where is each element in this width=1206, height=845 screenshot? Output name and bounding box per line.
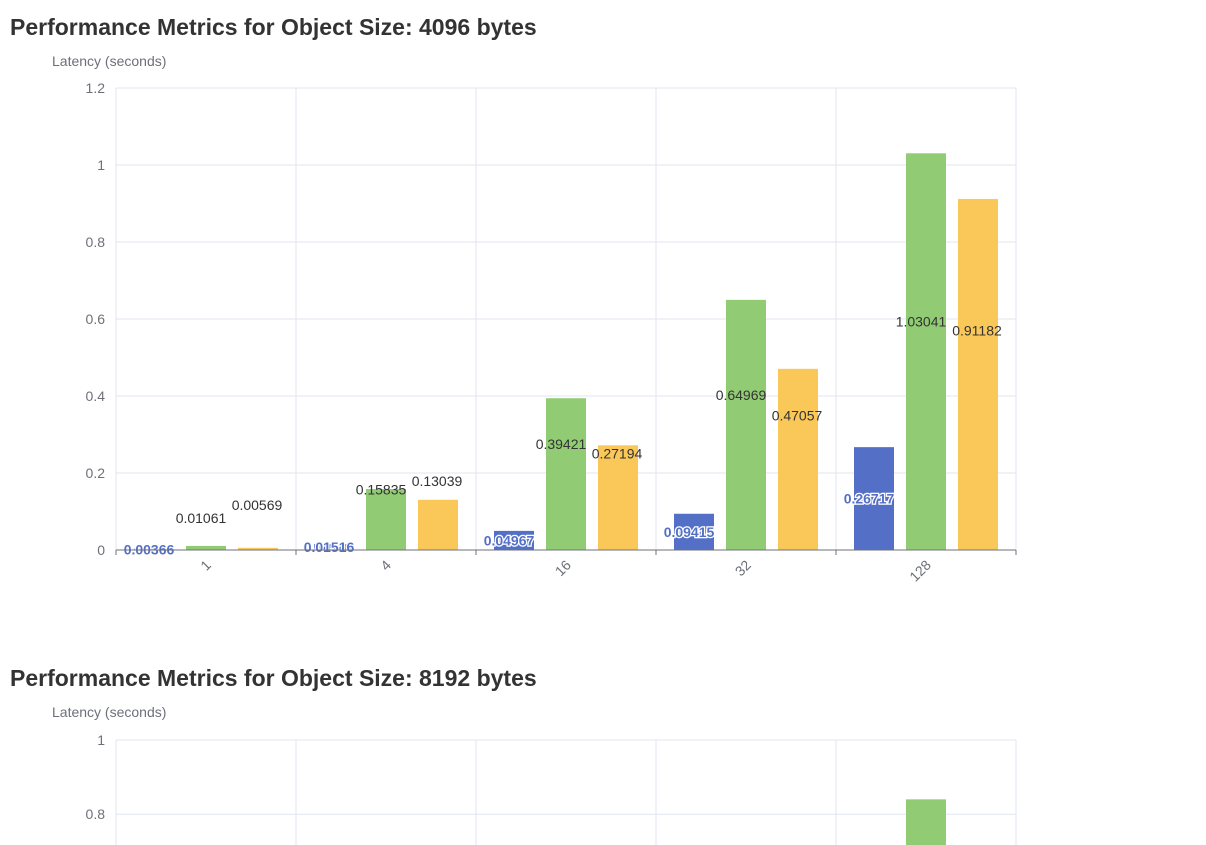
chart-1-ytick: 0.4: [86, 388, 106, 404]
chart-1-data-label: 0.01516: [304, 539, 355, 555]
chart-1-data-label: 0.26717: [844, 491, 895, 507]
chart-1-bar-series-2-32: [726, 299, 766, 550]
chart-2-ylabel: Latency (seconds): [52, 704, 166, 720]
chart-1-data-label: 0.39421: [536, 436, 587, 452]
chart-1-xtick-128: 128: [906, 557, 934, 585]
chart-1-xtick-32: 32: [732, 557, 754, 579]
chart-1-data-label: 0.00569: [232, 497, 283, 513]
chart-1-data-label: 0.47057: [772, 407, 823, 423]
chart-1-bar-series-1-4: [314, 544, 354, 550]
chart-1-bar-series-3-128: [958, 198, 998, 551]
chart-1-bar-series-3-32: [778, 368, 818, 550]
chart-1-xtick-16: 16: [552, 557, 574, 579]
chart-1-bar-series-1-1: [134, 548, 174, 550]
chart-1-ytick: 0.2: [86, 465, 106, 481]
chart-1-bar-series-2-1: [186, 545, 226, 550]
chart-2-bar-series-2-128: [906, 799, 946, 845]
chart-1-ytick: 1.2: [86, 80, 106, 96]
chart-1-data-label: 0.91182: [952, 322, 1002, 338]
chart-1-bar-series-1-32: [674, 513, 714, 550]
chart-1-data-label: 0.15835: [356, 482, 407, 498]
chart-2-ytick: 0.8: [86, 806, 106, 822]
chart-1-bar-series-3-16: [598, 445, 638, 550]
chart-1-data-label: 1.03041: [896, 314, 947, 330]
chart-1-title: Performance Metrics for Object Size: 409…: [10, 14, 537, 40]
chart-1-data-label: 0.13039: [412, 473, 463, 489]
chart-1-bar-series-2-4: [366, 489, 406, 550]
chart-1-data-label: 0.01061: [176, 510, 227, 526]
chart-1-bar-series-3-4: [418, 499, 458, 550]
chart-1-ytick: 1: [97, 157, 105, 173]
chart-1-xtick-4: 4: [377, 557, 394, 574]
chart-1-data-label: 0.27194: [592, 446, 643, 462]
chart-2-ytick: 1: [97, 732, 105, 748]
chart-1-bar-series-1-16: [494, 530, 534, 550]
chart-2-title: Performance Metrics for Object Size: 819…: [10, 665, 537, 691]
chart-1-ytick: 0: [97, 542, 105, 558]
chart-1-data-label: 0.04967: [484, 532, 535, 548]
chart-1-ytick: 0.8: [86, 234, 106, 250]
chart-1-ylabel: Latency (seconds): [52, 53, 166, 69]
chart-1-bar-series-2-16: [546, 398, 586, 550]
chart-1-data-label: 0.09415: [664, 524, 715, 540]
chart-1-bar-series-3-1: [238, 547, 278, 550]
chart-1-xtick-1: 1: [197, 557, 214, 574]
chart-1-ytick: 0.6: [86, 311, 106, 327]
chart-1-bar-series-2-128: [906, 153, 946, 550]
chart-1-data-label: 0.00366: [124, 541, 175, 557]
chart-1-bar-series-1-128: [854, 447, 894, 550]
chart-1-data-label: 0.64969: [716, 387, 767, 403]
